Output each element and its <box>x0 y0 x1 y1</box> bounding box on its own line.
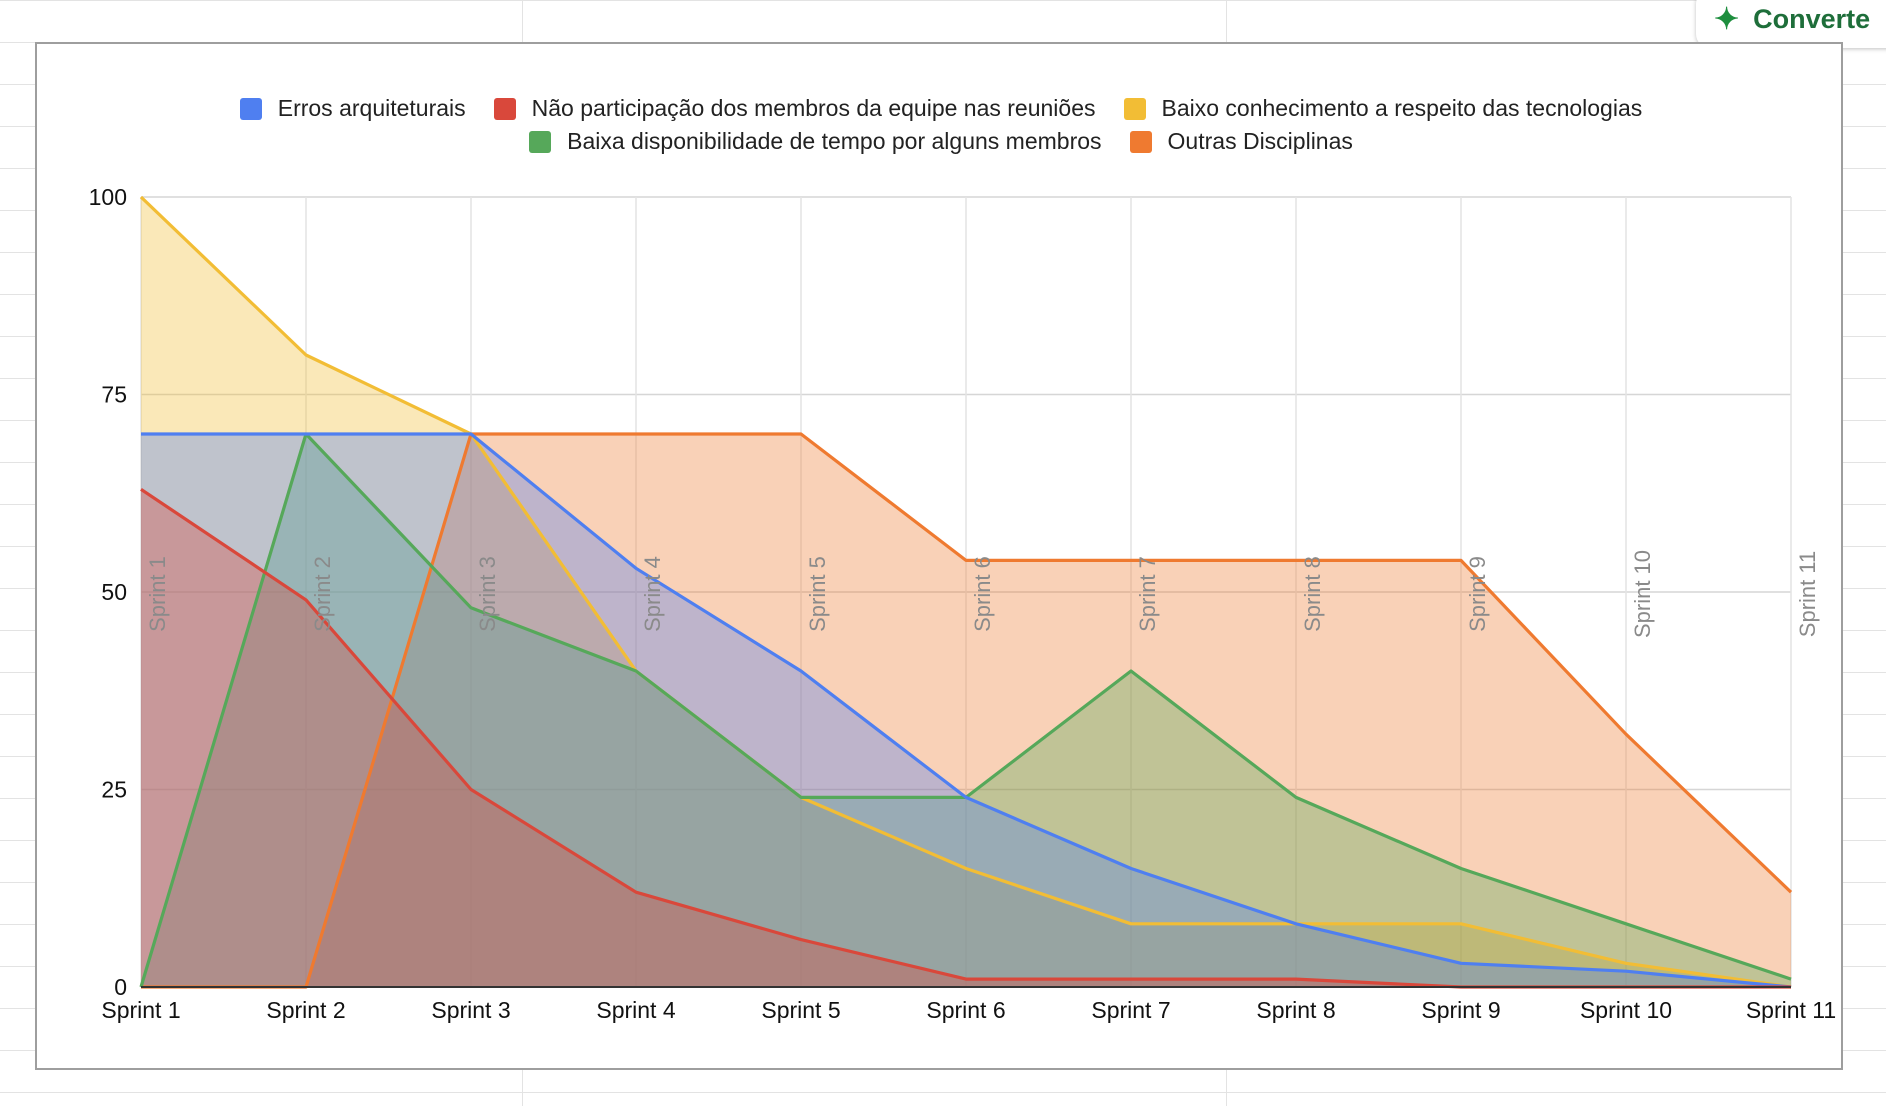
x-tick-label: Sprint 1 <box>101 997 180 1023</box>
series-area <box>141 434 1791 987</box>
chart-plot: 0 25 50 75 100 Sprint 1 Sprint 2 Sprint 3 Sprint… <box>89 184 1837 1023</box>
legend-row-2: Baixa disponibilidade de tempo por algun… <box>37 125 1845 158</box>
x-tick-label: Sprint 5 <box>761 997 840 1023</box>
series-area <box>141 489 1791 987</box>
legend-item-nao-participacao[interactable]: Não participação dos membros da equipe n… <box>493 95 1096 122</box>
in-plot-category-label: Sprint 7 <box>1135 556 1160 632</box>
in-plot-category-label: Sprint 3 <box>475 556 500 632</box>
chart-legend: Erros arquiteturais Não participação dos… <box>37 92 1845 158</box>
in-plot-category-label: Sprint 4 <box>640 556 665 632</box>
legend-swatch <box>529 130 552 153</box>
in-plot-category-label: Sprint 11 <box>1795 551 1820 637</box>
legend-label: Baixa disponibilidade de tempo por algun… <box>567 128 1102 154</box>
y-tick-label: 100 <box>89 184 127 210</box>
chart[interactable]: Erros arquiteturais Não participação dos… <box>35 42 1843 1070</box>
x-tick-label: Sprint 4 <box>596 997 675 1023</box>
legend-swatch <box>239 97 262 120</box>
in-plot-category-label: Sprint 5 <box>805 556 830 632</box>
series-line <box>139 195 1792 989</box>
legend-item-erros-arquiteturais[interactable]: Erros arquiteturais <box>239 95 466 122</box>
in-plot-category-label: Sprint 9 <box>1465 556 1490 632</box>
y-tick-label: 25 <box>101 777 127 803</box>
x-tick-label: Sprint 11 <box>1746 997 1836 1023</box>
x-tick-label: Sprint 2 <box>266 997 345 1023</box>
series-area <box>141 197 1791 987</box>
legend-label: Baixo conhecimento a respeito das tecnol… <box>1161 95 1643 121</box>
legend-item-baixa-disponibilidade[interactable]: Baixa disponibilidade de tempo por algun… <box>529 128 1102 155</box>
series-line <box>141 432 1792 989</box>
in-plot-category-label: Sprint 1 <box>145 556 170 632</box>
legend-item-outras-disciplinas[interactable]: Outras Disciplinas <box>1129 128 1353 155</box>
x-tick-label: Sprint 6 <box>926 997 1005 1023</box>
legend-item-baixo-conhecimento[interactable]: Baixo conhecimento a respeito das tecnol… <box>1123 95 1643 122</box>
in-plot-category-label: Sprint 6 <box>970 556 995 632</box>
x-tick-label: Sprint 9 <box>1421 997 1500 1023</box>
series-area <box>141 434 1791 987</box>
y-tick-label: 0 <box>114 974 127 1000</box>
in-plot-category-label: Sprint 8 <box>1300 556 1325 632</box>
sparkle-icon: ✦ <box>1714 2 1740 36</box>
x-tick-label: Sprint 3 <box>431 997 510 1023</box>
x-tick-label: Sprint 7 <box>1091 997 1170 1023</box>
legend-row-1: Erros arquiteturais Não participação dos… <box>37 92 1845 125</box>
convert-button[interactable]: ✦ Converte <box>1696 0 1886 48</box>
x-tick-label: Sprint 10 <box>1580 997 1672 1023</box>
in-plot-category-label: Sprint 10 <box>1630 550 1655 638</box>
legend-label: Outras Disciplinas <box>1167 128 1353 154</box>
y-tick-label: 75 <box>101 382 127 408</box>
convert-button-label: Converte <box>1753 3 1871 34</box>
series-line <box>141 432 1793 989</box>
x-tick-label: Sprint 8 <box>1256 997 1335 1023</box>
legend-swatch <box>1129 130 1152 153</box>
legend-swatch <box>493 97 516 120</box>
legend-swatch <box>1123 97 1146 120</box>
in-plot-category-label: Sprint 2 <box>310 556 335 632</box>
series-area <box>141 434 1791 987</box>
y-tick-label: 50 <box>101 579 127 605</box>
legend-label: Não participação dos membros da equipe n… <box>531 95 1096 121</box>
legend-label: Erros arquiteturais <box>277 95 466 121</box>
